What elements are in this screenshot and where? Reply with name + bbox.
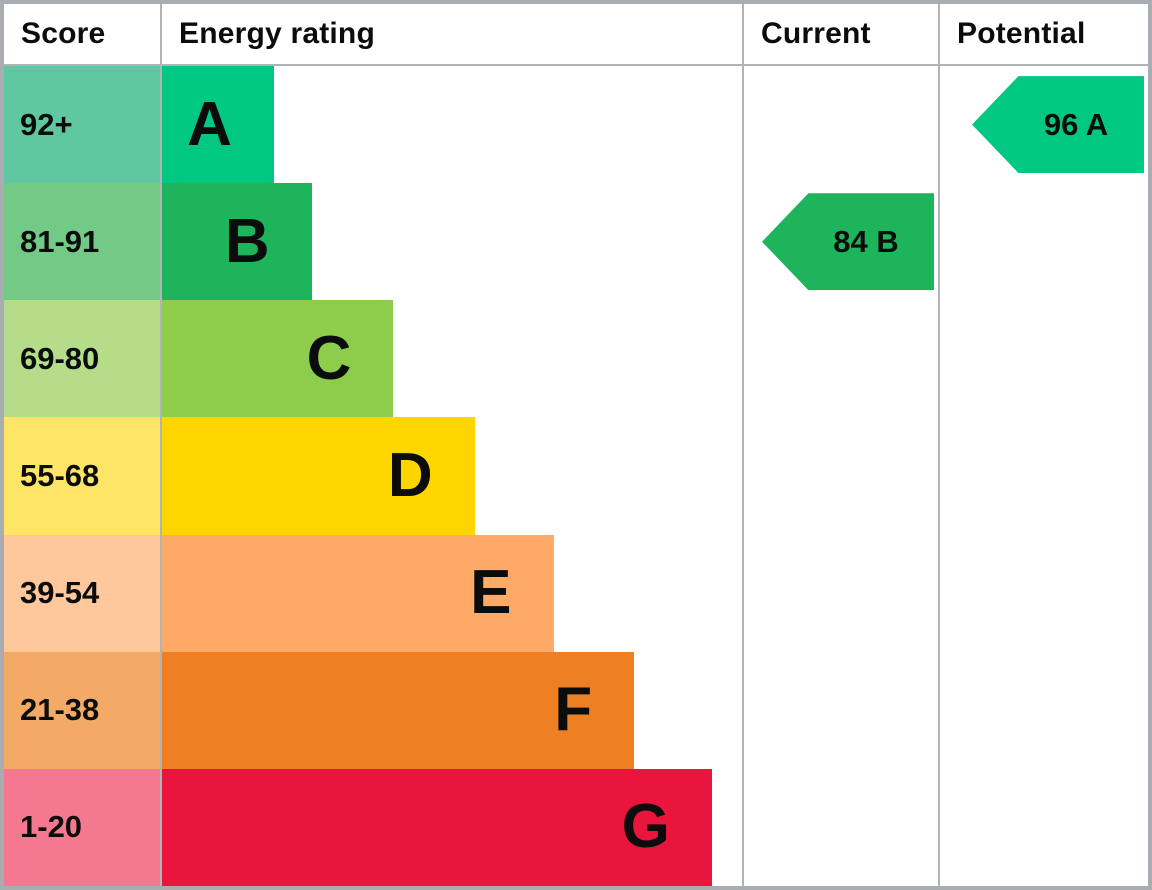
potential-column: Potential 96 A — [940, 4, 1148, 886]
score-header: Score — [4, 4, 160, 66]
potential-rating-arrow: 96 A — [972, 76, 1144, 174]
score-cell-e: 39-54 — [4, 534, 160, 652]
score-cell-a: 92+ — [4, 66, 160, 184]
band-bar-d: D — [162, 417, 475, 535]
potential-header: Potential — [940, 4, 1148, 66]
score-cell-d: 55-68 — [4, 417, 160, 535]
band-bar-c: C — [162, 300, 394, 418]
band-bar-b: B — [162, 183, 312, 301]
current-header: Current — [744, 4, 938, 66]
score-column: Score 92+ 81-91 69-80 55-68 39-54 21-38 … — [4, 4, 162, 886]
score-cell-b: 81-91 — [4, 183, 160, 301]
band-bar-g: G — [162, 768, 712, 886]
band-bar-e: E — [162, 534, 554, 652]
current-rating-arrow: 84 B — [762, 193, 934, 291]
current-column: Current 84 B — [744, 4, 940, 886]
energy-rating-column: Energy rating A B C D E F G — [162, 4, 744, 886]
score-cell-f: 21-38 — [4, 651, 160, 769]
band-bar-f: F — [162, 651, 635, 769]
band-bar-a: A — [162, 66, 274, 184]
energy-rating-header: Energy rating — [162, 4, 742, 66]
score-cell-g: 1-20 — [4, 768, 160, 886]
score-cell-c: 69-80 — [4, 300, 160, 418]
